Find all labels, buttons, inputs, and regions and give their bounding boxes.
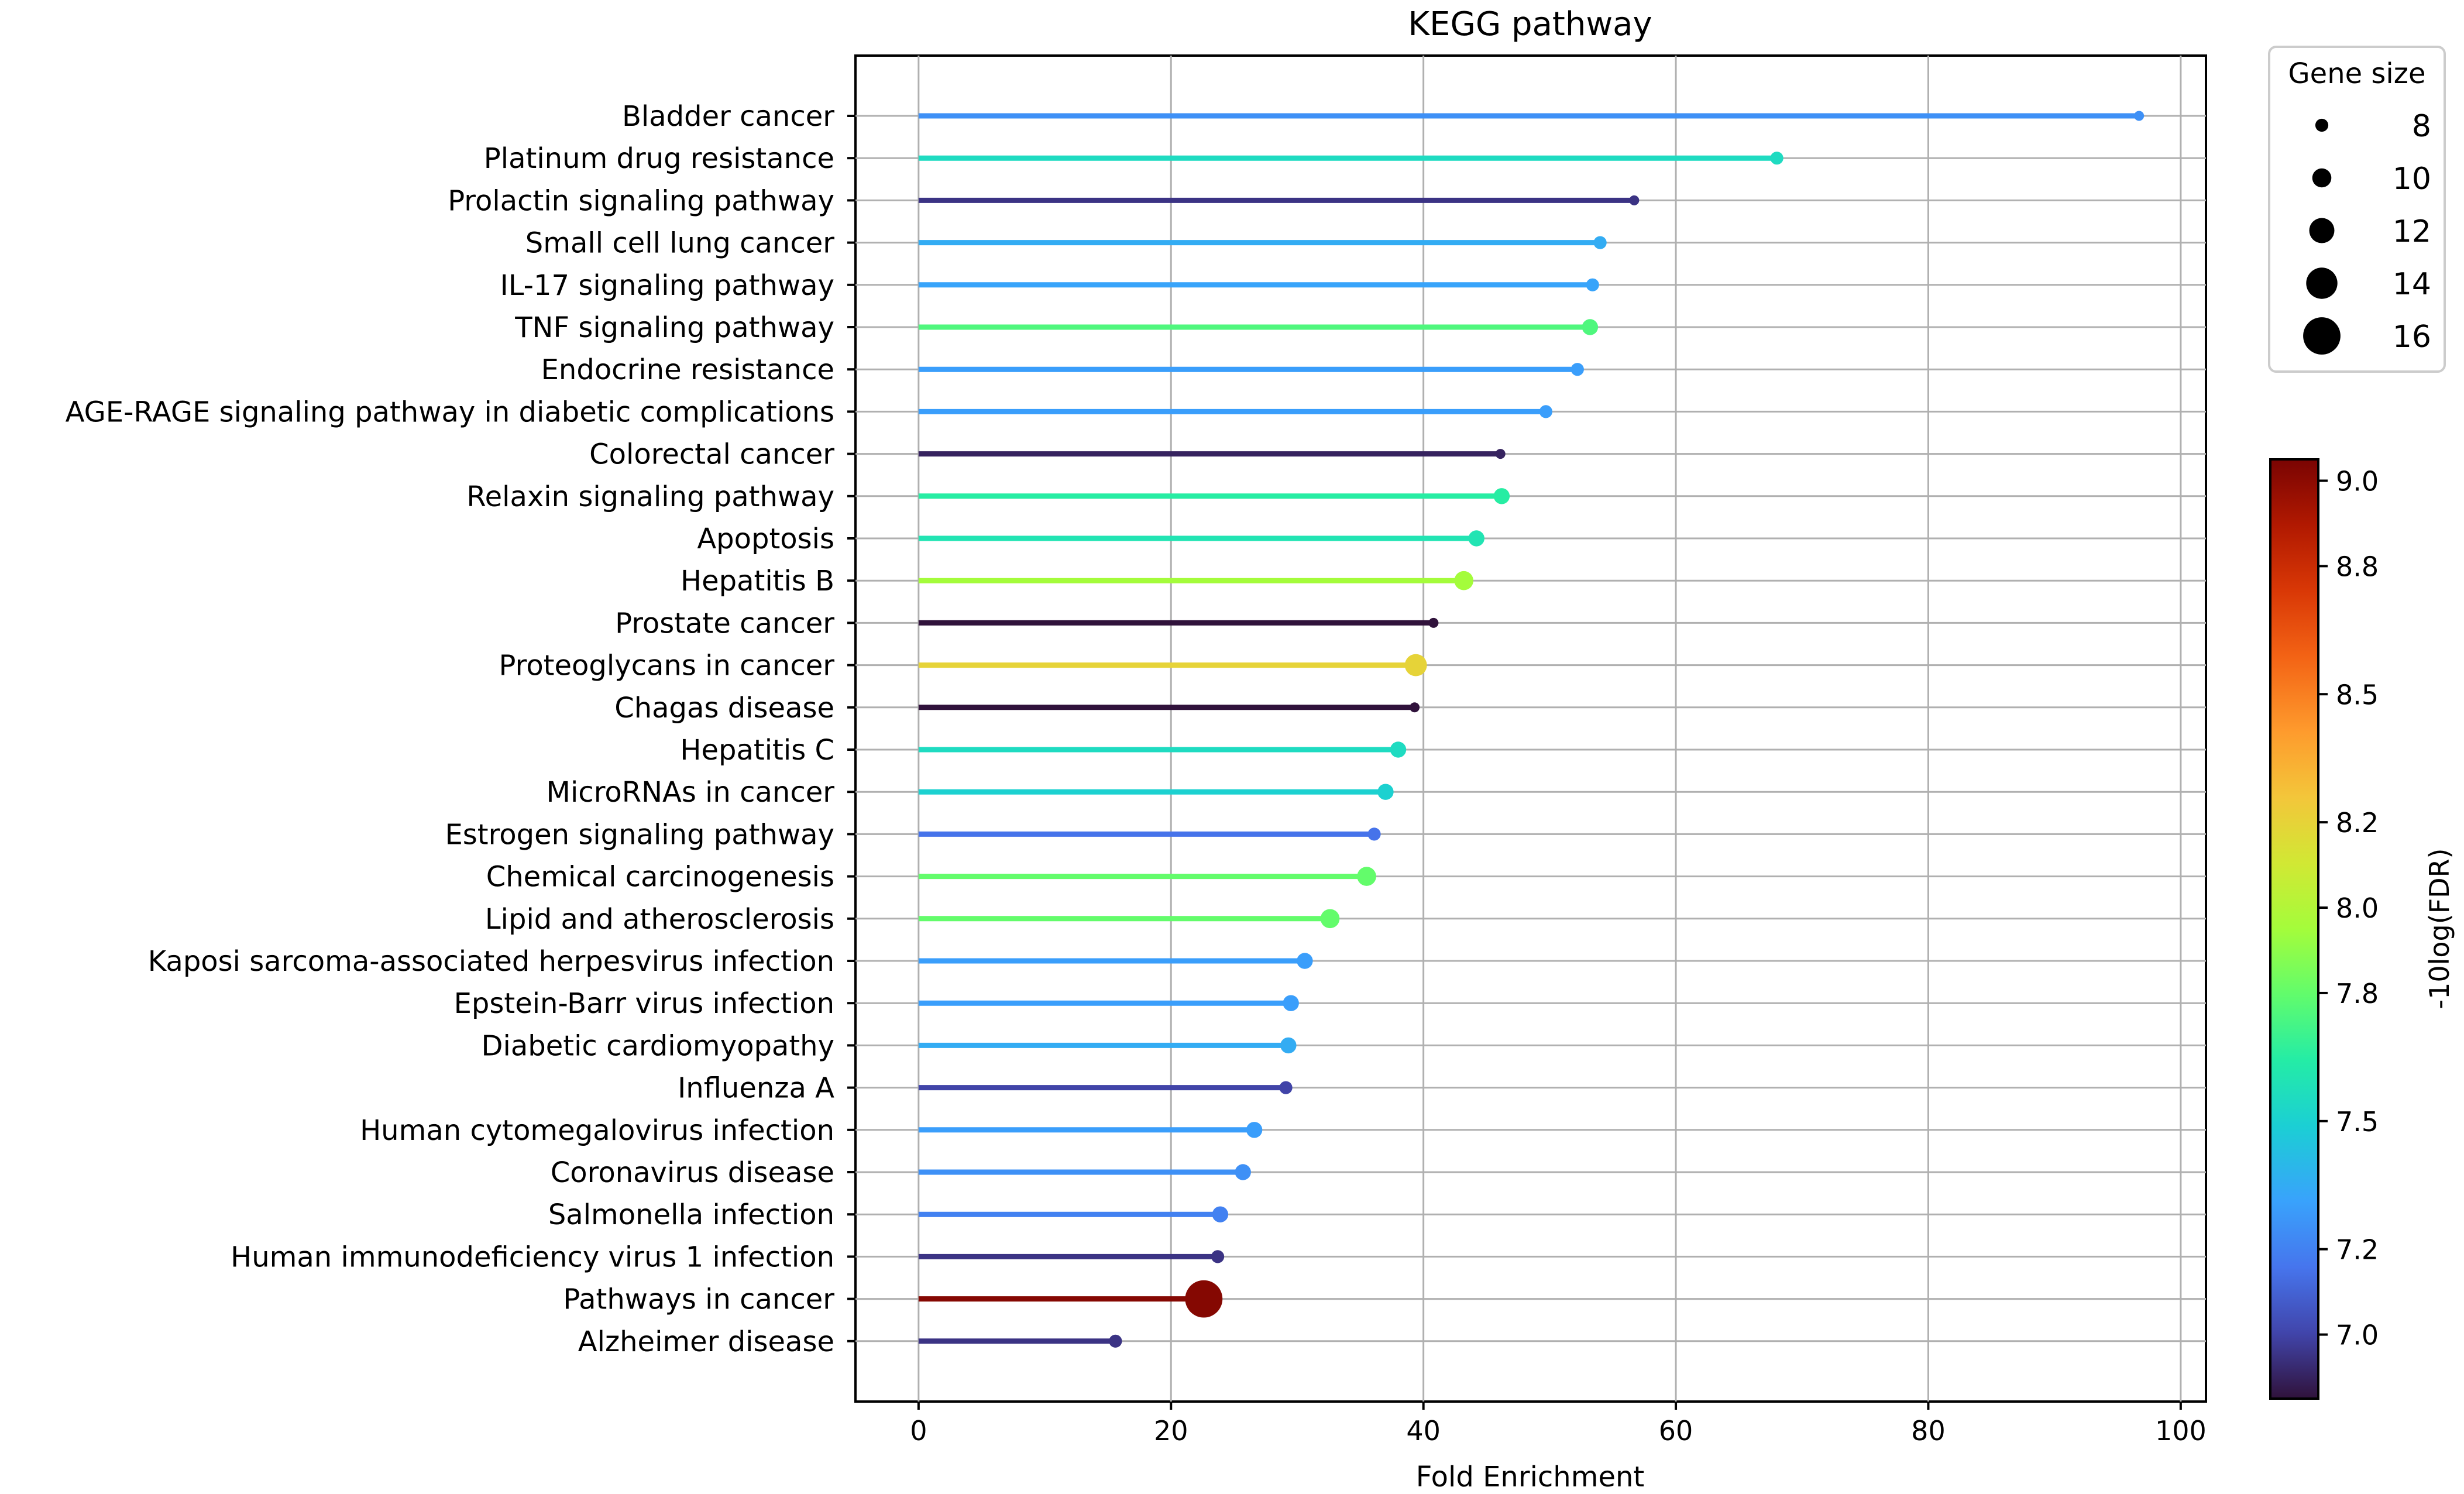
lollipop-point (1495, 449, 1506, 459)
y-tick-label: AGE-RAGE signaling pathway in diabetic c… (66, 396, 834, 428)
y-tick-label: Platinum drug resistance (484, 142, 834, 175)
lollipop-point (1357, 867, 1376, 886)
y-tick-label: Apoptosis (697, 523, 834, 555)
lollipop-point (1320, 909, 1340, 929)
size-legend: Gene size 8 10 12 14 16 (2268, 46, 2446, 373)
y-tick-label: Epstein-Barr virus infection (454, 987, 834, 1020)
y-tick-label: TNF signaling pathway (514, 311, 834, 344)
x-axis-label: Fold Enrichment (1416, 1461, 1645, 1493)
size-legend-marker (2312, 168, 2332, 188)
lollipop-point (1404, 654, 1427, 676)
y-tick-label: Chagas disease (614, 692, 834, 724)
y-tick-label: Hepatitis C (680, 734, 834, 767)
y-tick-label: Kaposi sarcoma-associated herpesvirus in… (148, 945, 834, 978)
colorbar-label: -10log(FDR) (2424, 849, 2455, 1009)
y-tick-label: Small cell lung cancer (525, 227, 834, 260)
colorbar: 7.0 7.2 7.5 7.8 8.0 8.2 8.5 8.8 9.0 -10log(FDR) (2269, 458, 2455, 1400)
y-tick-label: Hepatitis B (681, 565, 834, 597)
y-tick-label: MicroRNAs in cancer (547, 776, 835, 809)
y-tick-label: Salmonella infection (548, 1198, 834, 1231)
lollipop-point (1279, 1081, 1293, 1094)
lollipop-point (1246, 1122, 1263, 1138)
colorbar-gradient (2269, 458, 2319, 1400)
y-tick-label: Human immunodeficiency virus 1 infection (231, 1241, 834, 1273)
x-axis: 0 20 40 60 80 100 (910, 1402, 2207, 1447)
y-axis-labels: Bladder cancer Platinum drug resistance Pr… (66, 100, 855, 1358)
lollipop-point (1212, 1206, 1229, 1222)
y-tick-label: Colorectal cancer (589, 438, 834, 471)
y-tick-label: Proteoglycans in cancer (499, 650, 835, 682)
colorbar-tick-label: 8.8 (2336, 551, 2379, 582)
size-legend-marker (2315, 118, 2329, 132)
lollipop-point (1468, 530, 1484, 547)
y-tick-label: Prolactin signaling pathway (448, 184, 834, 217)
y-tick-label: Estrogen signaling pathway (445, 818, 834, 851)
x-tick-label: 0 (910, 1415, 927, 1447)
colorbar-tick-label: 8.0 (2336, 892, 2379, 924)
x-tick-label: 60 (1659, 1415, 1693, 1447)
lollipop-point (1586, 278, 1599, 291)
x-tick-label: 100 (2155, 1415, 2207, 1447)
size-legend-title: Gene size (2288, 57, 2425, 90)
size-legend-marker (2306, 267, 2338, 299)
lollipop-point (1280, 1037, 1297, 1054)
colorbar-tick-label: 8.5 (2336, 679, 2379, 710)
y-tick-label: Coronavirus disease (551, 1156, 834, 1189)
chart-title: KEGG pathway (1408, 5, 1652, 43)
colorbar-tick-label: 7.8 (2336, 978, 2379, 1009)
lollipop-point (1109, 1334, 1122, 1348)
plot-area (854, 54, 2207, 1403)
lollipop-point (1211, 1250, 1225, 1263)
y-tick-label: Prostate cancer (615, 607, 834, 640)
colorbar-tick-label: 9.0 (2336, 465, 2379, 497)
y-tick-label: Chemical carcinogenesis (486, 861, 834, 894)
y-tick-label: Diabetic cardiomyopathy (482, 1029, 834, 1062)
lollipop-point (1297, 953, 1313, 969)
lollipop-point (1185, 1280, 1223, 1318)
lollipop-series (918, 111, 2145, 1348)
y-tick-label: Endocrine resistance (541, 353, 834, 386)
size-legend-label: 14 (2393, 267, 2431, 302)
y-tick-label: Relaxin signaling pathway (466, 480, 834, 513)
size-legend-marker (2309, 218, 2335, 243)
lollipop-point (1377, 784, 1394, 800)
y-tick-label: Pathways in cancer (563, 1283, 834, 1316)
lollipop-point (1770, 152, 1783, 165)
lollipop-point (1235, 1164, 1251, 1180)
x-tick-label: 40 (1406, 1415, 1441, 1447)
lollipop-point (1367, 827, 1381, 841)
size-legend-label: 10 (2393, 162, 2431, 197)
y-tick-label: Influenza A (678, 1072, 834, 1105)
colorbar-tick-label: 7.0 (2336, 1320, 2379, 1351)
colorbar-tick-label: 7.5 (2336, 1106, 2379, 1138)
y-tick-label: IL-17 signaling pathway (500, 269, 834, 302)
lollipop-point (1283, 995, 1299, 1011)
lollipop-point (2134, 111, 2145, 121)
lollipop-point (1493, 488, 1510, 504)
y-tick-label: Alzheimer disease (578, 1325, 834, 1358)
size-legend-label: 8 (2412, 109, 2431, 144)
colorbar-tick-label: 8.2 (2336, 807, 2379, 839)
lollipop-point (1593, 236, 1607, 249)
y-tick-label: Lipid and atherosclerosis (485, 903, 834, 936)
lollipop-point (1571, 363, 1584, 376)
lollipop-point (1629, 195, 1640, 205)
lollipop-point (1428, 617, 1439, 628)
lollipop-point (1390, 741, 1407, 758)
lollipop-point (1454, 571, 1473, 590)
size-legend-label: 16 (2393, 320, 2431, 355)
lollipop-point (1410, 702, 1420, 713)
size-legend-label: 12 (2393, 214, 2431, 249)
colorbar-tick-label: 7.2 (2336, 1234, 2379, 1266)
lollipop-point (1539, 405, 1552, 418)
y-tick-label: Human cytomegalovirus infection (360, 1114, 834, 1147)
y-tick-label: Bladder cancer (622, 100, 834, 133)
x-tick-label: 80 (1911, 1415, 1946, 1447)
x-tick-label: 20 (1154, 1415, 1188, 1447)
lollipop-point (1582, 319, 1599, 335)
size-legend-marker (2303, 317, 2341, 355)
